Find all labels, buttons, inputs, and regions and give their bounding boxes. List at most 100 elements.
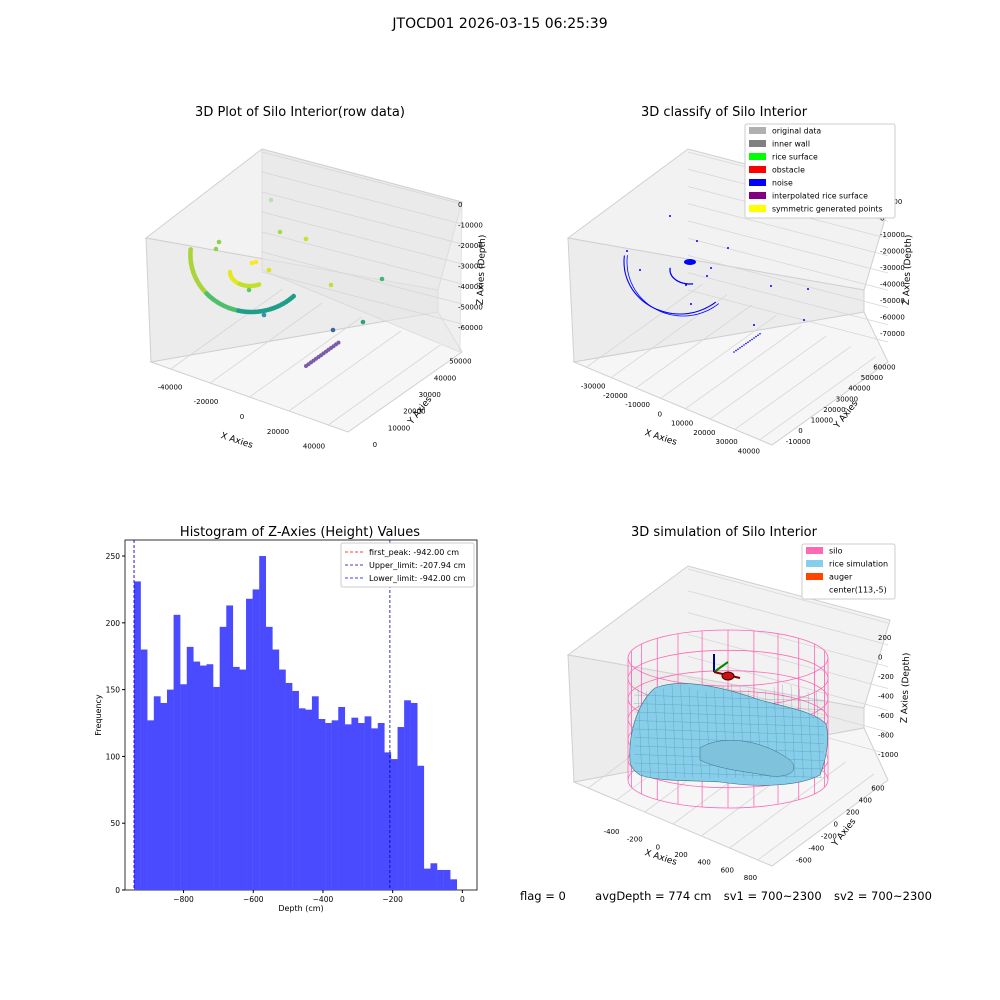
legend-label: auger (829, 573, 853, 582)
histogram-bar (166, 689, 174, 890)
raw-point (291, 293, 296, 299)
p2-z-tick-label: -40000 (880, 281, 905, 289)
p2-z-tick-label: -20000 (880, 248, 905, 256)
p2-y-tick-label: -10000 (786, 438, 811, 446)
histogram-bar (160, 702, 168, 890)
panel1-z-label: Z Axies (Depth) (476, 235, 488, 306)
figure-title: JTOCD01 2026-03-15 06:25:39 (392, 16, 608, 32)
p1-z-tick-label: -50000 (458, 304, 483, 312)
legend-swatch (749, 179, 766, 186)
raw-point (360, 319, 366, 325)
p1-y-tick-label: 50000 (449, 358, 471, 366)
p1-x-tick-label: -20000 (194, 398, 219, 406)
panel4-legend: silo rice simulation auger center(113,-5) (801, 543, 896, 600)
panel3-y-label: Frequency (94, 694, 103, 736)
histogram-bar (397, 727, 405, 890)
x-tick-label: −400 (313, 895, 334, 904)
p1-x-tick-label: 40000 (303, 443, 325, 451)
legend-swatch (749, 166, 766, 173)
p4-z-tick-label: -600 (878, 712, 894, 720)
raw-point (336, 340, 341, 345)
y-tick-label: 0 (115, 886, 120, 895)
legend-label: obstacle (772, 166, 805, 175)
p4-z-tick-label: -400 (878, 693, 894, 701)
p1-y-tick-label: 0 (373, 441, 377, 449)
p1-z-tick-label: -40000 (458, 283, 483, 291)
p4-x-tick-label: -400 (604, 828, 620, 836)
histogram-bar (153, 696, 161, 890)
histogram-bar (351, 717, 359, 890)
histogram-bar (239, 669, 247, 890)
noise-point (757, 334, 759, 337)
histogram-bar (450, 879, 458, 890)
legend-swatch (806, 573, 823, 580)
panel1-x-ticks: -40000 -20000 0 20000 40000 (158, 383, 326, 450)
histogram-bar (252, 589, 260, 890)
histogram-bar (331, 720, 339, 890)
p2-z-tick-label: -10000 (880, 231, 905, 239)
panel4-title: 3D simulation of Silo Interior (631, 525, 818, 540)
p2-y-tick-label: 20000 (823, 406, 845, 414)
p1-y-tick-label: 30000 (419, 391, 441, 399)
raw-point (261, 312, 267, 318)
legend-label: rice simulation (829, 560, 888, 569)
legend-label: rice surface (772, 153, 818, 162)
y-tick-label: 250 (106, 552, 121, 561)
panel1-z-ticks: 0 -10000 -20000 -30000 -40000 -50000 -60000 (458, 201, 483, 332)
histogram-bar (404, 700, 411, 890)
noise-point (739, 347, 741, 349)
legend-swatch (749, 127, 766, 134)
y-tick-label: 100 (106, 752, 121, 761)
noise-point (755, 335, 757, 338)
y-tick-label: 200 (106, 619, 121, 628)
noise-curve (669, 267, 694, 285)
histogram-bar (173, 614, 181, 890)
noise-point (735, 349, 737, 352)
histogram-bar (318, 719, 326, 890)
panel-histogram: Histogram of Z-Axies (Height) Values −80… (94, 525, 478, 913)
p4-x-tick-label: 800 (744, 874, 757, 882)
legend-label: original data (772, 127, 821, 136)
p1-z-tick-label: 0 (458, 201, 462, 209)
x-tick-label: −200 (382, 895, 403, 904)
panel3-y-ticks: 0 50 100 150 200 250 (106, 552, 125, 895)
p2-y-tick-label: 60000 (873, 363, 895, 371)
noise-point (759, 333, 761, 335)
panel2-points (623, 215, 809, 353)
p2-x-tick-label: -10000 (625, 401, 650, 409)
raw-point (256, 282, 262, 287)
noise-point (743, 344, 745, 346)
noise-point (770, 285, 772, 287)
p1-x-tick-label: 20000 (267, 428, 289, 436)
noise-point (741, 345, 743, 348)
rice-simulation-surface (629, 683, 828, 786)
sv2-text: sv2 = 700~2300 (833, 889, 932, 903)
legend-label: noise (772, 179, 793, 188)
p4-y-tick-label: -200 (821, 832, 837, 840)
raw-point (249, 260, 255, 266)
noise-point (710, 267, 712, 269)
raw-point (303, 236, 309, 242)
raw-point (328, 282, 334, 288)
raw-point (246, 287, 252, 293)
panel-simulation: 3D simulation of Silo Interior -400 -200 0… (566, 525, 912, 882)
legend-swatch (749, 205, 766, 212)
histogram-bar (219, 626, 227, 890)
panel4-x-label: X Axies (643, 848, 678, 868)
p2-x-tick-label: 40000 (738, 447, 760, 455)
panel4-x-ticks: -400 -200 0 200 400 600 800 (604, 828, 757, 882)
legend-label: center(113,-5) (829, 586, 887, 595)
histogram-bar (390, 759, 398, 890)
p2-y-tick-label: 40000 (848, 385, 870, 393)
histogram-bar (443, 869, 451, 890)
histogram-bar (384, 752, 392, 890)
p2-x-tick-label: 0 (658, 410, 662, 418)
histogram-bar (437, 869, 444, 890)
panel3-x-label: Depth (cm) (278, 904, 323, 913)
p4-z-tick-label: 0 (878, 654, 882, 662)
p2-z-tick-label: -50000 (880, 297, 905, 305)
panel2-z-label: Z Axies (Depth) (902, 235, 914, 306)
raw-point (379, 276, 385, 282)
x-tick-label: −600 (243, 895, 264, 904)
raw-point (268, 197, 274, 203)
